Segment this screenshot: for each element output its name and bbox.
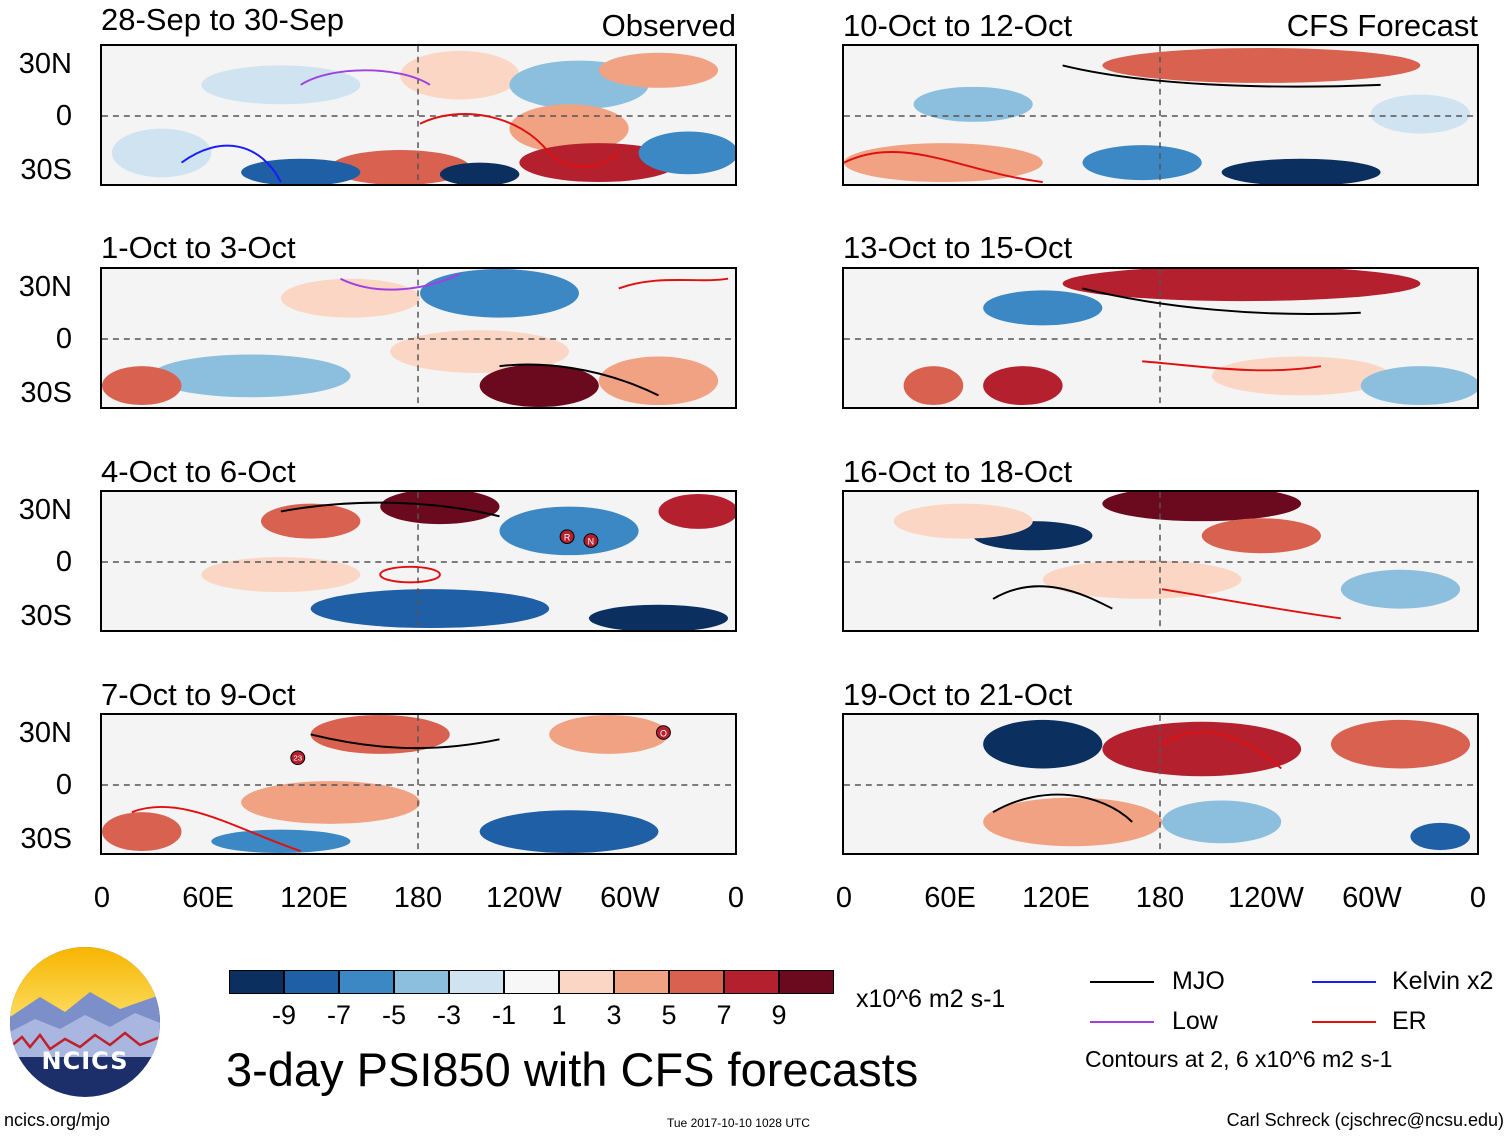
storm-marker-23	[290, 750, 306, 766]
map-field-left-1	[102, 46, 735, 184]
svg-text:O: O	[660, 728, 667, 738]
logo-text: NCICS	[41, 1047, 129, 1075]
legend-line-mjo	[1090, 981, 1154, 983]
legend-label-er: ER	[1392, 1007, 1427, 1035]
colorbar-bin-10	[724, 970, 779, 994]
map-panel-left-1	[100, 44, 737, 186]
panel-title-right-1: 10-Oct to 12-Oct	[843, 8, 1073, 43]
lat-label-eq: 0	[55, 769, 72, 801]
panel-title-right-2: 13-Oct to 15-Oct	[843, 230, 1073, 265]
contour-note: Contours at 2, 6 x10^6 m2 s-1	[1085, 1046, 1393, 1072]
forecast-label: CFS Forecast	[1286, 8, 1478, 43]
panel-title-left-2: 1-Oct to 3-Oct	[101, 230, 296, 265]
lon-label-right-0: 0	[835, 882, 853, 914]
colorbar-label: -1	[491, 1000, 516, 1030]
colorbar-label: -7	[326, 1000, 351, 1030]
lon-label-right-120e: 120E	[1022, 882, 1090, 914]
map-field-right-4	[844, 715, 1477, 853]
main-title: 3-day PSI850 with CFS forecasts	[226, 1043, 919, 1096]
lat-label-30s: 30S	[20, 154, 72, 186]
colorbar-bin-2	[284, 970, 339, 994]
legend-line-kelvin	[1312, 981, 1376, 983]
lat-label-30n: 30N	[18, 48, 72, 80]
footer-timestamp: Tue 2017-10-10 1028 UTC	[667, 1116, 810, 1130]
map-panel-right-4	[842, 713, 1479, 855]
colorbar-bin-9	[669, 970, 724, 994]
lon-label-right-0-end: 0	[1469, 882, 1487, 914]
colorbar-label: 7	[716, 1000, 732, 1030]
panel-title-left-1: 28-Sep to 30-Sep	[101, 2, 345, 37]
lat-label-30s: 30S	[20, 600, 72, 632]
lat-label-eq: 0	[55, 100, 72, 132]
colorbar-label: 9	[771, 1000, 787, 1030]
svg-text:N: N	[588, 537, 594, 547]
lon-label-left-0: 0	[93, 882, 111, 914]
lon-label-left-0-end: 0	[727, 882, 745, 914]
storm-marker-n	[583, 533, 599, 548]
legend-line-er	[1312, 1021, 1376, 1023]
lat-label-30s: 30S	[20, 823, 72, 855]
lon-label-right-120w: 120W	[1228, 882, 1304, 914]
lat-label-30n: 30N	[18, 271, 72, 303]
lon-label-right-180: 180	[1135, 882, 1185, 914]
map-panel-right-1	[842, 44, 1479, 186]
colorbar-label: -5	[381, 1000, 406, 1030]
colorbar-bin-6	[504, 970, 559, 994]
colorbar-label: -9	[271, 1000, 296, 1030]
colorbar-units: x10^6 m2 s-1	[856, 985, 1006, 1013]
map-panel-left-3: R N	[100, 490, 737, 632]
observed-label: Observed	[601, 8, 736, 43]
colorbar-bin-7	[559, 970, 614, 994]
lon-label-left-120e: 120E	[280, 882, 348, 914]
footer-author: Carl Schreck (cjschrec@ncsu.edu)	[1226, 1110, 1504, 1130]
legend-label-mjo: MJO	[1172, 967, 1225, 995]
colorbar-label: -3	[436, 1000, 461, 1030]
panel-title-right-4: 19-Oct to 21-Oct	[843, 677, 1073, 712]
map-field-right-2	[844, 269, 1477, 407]
storm-marker-r	[559, 529, 575, 544]
legend-label-kelvin: Kelvin x2	[1392, 967, 1494, 995]
map-field-right-3	[844, 492, 1477, 630]
map-panel-left-2	[100, 267, 737, 409]
map-field-right-1	[844, 46, 1477, 184]
colorbar-bin-1	[229, 970, 284, 994]
colorbar-bin-3	[339, 970, 394, 994]
lon-label-left-120w: 120W	[486, 882, 562, 914]
lon-label-left-60e: 60E	[182, 882, 234, 914]
map-field-left-2	[102, 269, 735, 407]
panel-title-right-3: 16-Oct to 18-Oct	[843, 454, 1073, 489]
map-field-left-3: R N	[102, 492, 735, 630]
colorbar-bin-5	[449, 970, 504, 994]
legend-label-low: Low	[1172, 1007, 1218, 1035]
colorbar-label: 1	[551, 1000, 567, 1030]
lat-label-30n: 30N	[18, 717, 72, 749]
panel-title-left-4: 7-Oct to 9-Oct	[101, 677, 296, 712]
footer-url[interactable]: ncics.org/mjo	[4, 1110, 111, 1130]
map-panel-right-2	[842, 267, 1479, 409]
svg-text:R: R	[564, 533, 570, 543]
colorbar-label: 5	[661, 1000, 677, 1030]
lon-label-right-60e: 60E	[924, 882, 976, 914]
colorbar-bin-8	[614, 970, 669, 994]
lat-label-30s: 30S	[20, 377, 72, 409]
map-field-left-4: 23 O	[102, 715, 735, 853]
colorbar-bin-11	[779, 970, 834, 994]
svg-text:23: 23	[293, 754, 302, 763]
map-panel-right-3	[842, 490, 1479, 632]
colorbar-label: 3	[606, 1000, 622, 1030]
lon-label-left-60w: 60W	[600, 882, 660, 914]
lat-label-30n: 30N	[18, 494, 72, 526]
ncics-logo: NCICS	[10, 947, 160, 1097]
lon-label-right-60w: 60W	[1342, 882, 1402, 914]
map-panel-left-4: 23 O	[100, 713, 737, 855]
lon-label-left-180: 180	[393, 882, 443, 914]
storm-marker-o	[655, 725, 671, 740]
colorbar-bin-4	[394, 970, 449, 994]
lat-label-eq: 0	[55, 546, 72, 578]
legend-line-low	[1090, 1021, 1154, 1023]
panel-title-left-3: 4-Oct to 6-Oct	[101, 454, 296, 489]
lat-label-eq: 0	[55, 323, 72, 355]
